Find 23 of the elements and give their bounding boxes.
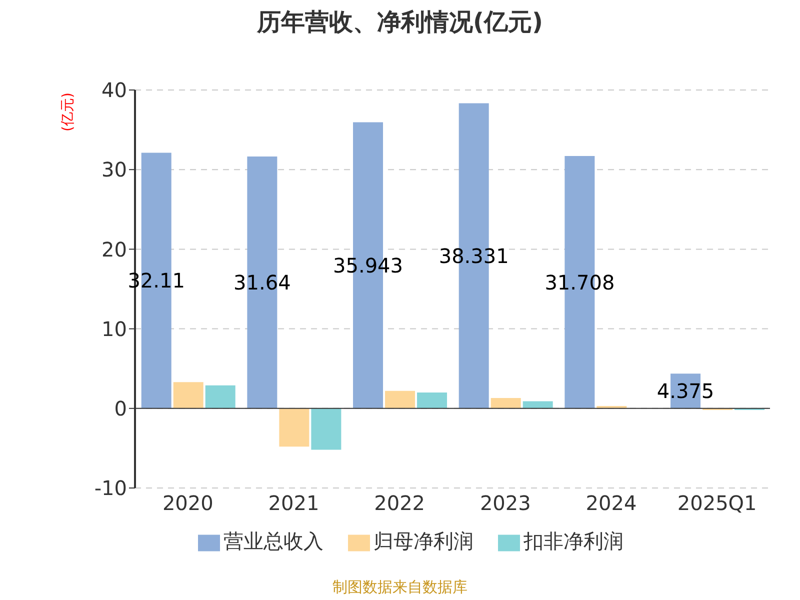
legend-label: 归母净利润	[374, 529, 474, 553]
y-tick-label: 10	[102, 316, 127, 341]
x-tick-label: 2024	[586, 491, 637, 516]
legend-label: 营业总收入	[224, 529, 324, 553]
x-tick-label: 2023	[480, 491, 531, 516]
y-tick-label: 0	[114, 396, 127, 420]
y-tick-label: -10	[94, 476, 127, 500]
y-tick-label: 30	[102, 158, 127, 182]
y-tick-label: 20	[102, 237, 127, 262]
y-axis-title: (亿元)	[60, 92, 76, 132]
x-tick-label: 2025Q1	[677, 491, 757, 516]
data-label: 4.375	[656, 379, 714, 404]
data-label: 35.943	[333, 253, 404, 278]
x-tick-label: 2021	[268, 491, 320, 516]
text: 制图数据来自数据库	[332, 578, 468, 597]
x-tick-label: 2020	[162, 491, 214, 516]
y-tick-label: 40	[102, 78, 127, 102]
data-label: 38.331	[438, 244, 509, 268]
x-tick-label: 2022	[374, 491, 426, 516]
chart-title: 历年营收、净利情况(亿元)	[256, 7, 544, 38]
data-label: 31.708	[544, 270, 615, 294]
legend-label: 扣非净利润	[524, 529, 624, 553]
data-label: 31.64	[234, 270, 291, 295]
